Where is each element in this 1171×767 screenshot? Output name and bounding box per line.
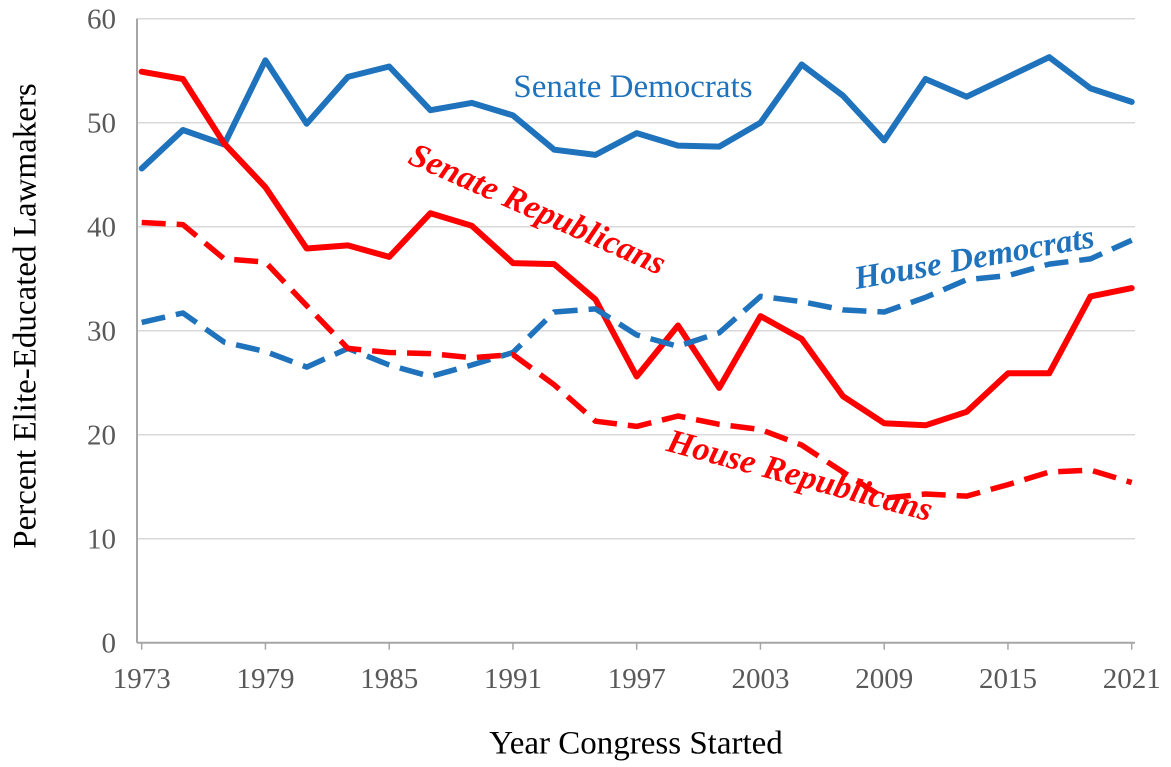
series-line-house-republicans <box>141 219 1133 501</box>
series-label-senate-democrats: Senate Democrats <box>513 69 752 105</box>
x-tick-label: 2021 <box>1103 663 1161 695</box>
series-line-senate-republicans <box>138 68 1135 429</box>
series-line-senate-democrats <box>138 54 1135 172</box>
y-tick-label: 40 <box>87 212 116 244</box>
x-tick-label: 1997 <box>608 663 666 695</box>
x-tick-label: 1991 <box>484 663 542 695</box>
y-axis-title: Percent Elite-Educated Lawmakers <box>7 83 44 549</box>
y-tick-label: 0 <box>102 628 117 660</box>
x-tick-label: 1973 <box>113 663 171 695</box>
y-tick-label: 50 <box>87 108 116 140</box>
x-tick-label: 1979 <box>236 663 294 695</box>
y-tick-label: 30 <box>87 316 116 348</box>
series-line-house-democrats <box>141 237 1133 380</box>
series-label-house-democrats: House Democrats <box>851 219 1097 297</box>
y-tick-label: 10 <box>87 524 116 556</box>
x-axis-title: Year Congress Started <box>489 725 783 762</box>
y-tick-label: 60 <box>87 4 116 36</box>
y-tick-label: 20 <box>87 420 116 452</box>
x-tick-label: 2009 <box>855 663 913 695</box>
x-tick-label: 2015 <box>979 663 1037 695</box>
series-label-senate-republicans: Senate Republicans <box>403 136 671 282</box>
x-tick-label: 1985 <box>360 663 418 695</box>
x-tick-label: 2003 <box>731 663 789 695</box>
series-label-house-republicans: House Republicans <box>662 422 936 529</box>
